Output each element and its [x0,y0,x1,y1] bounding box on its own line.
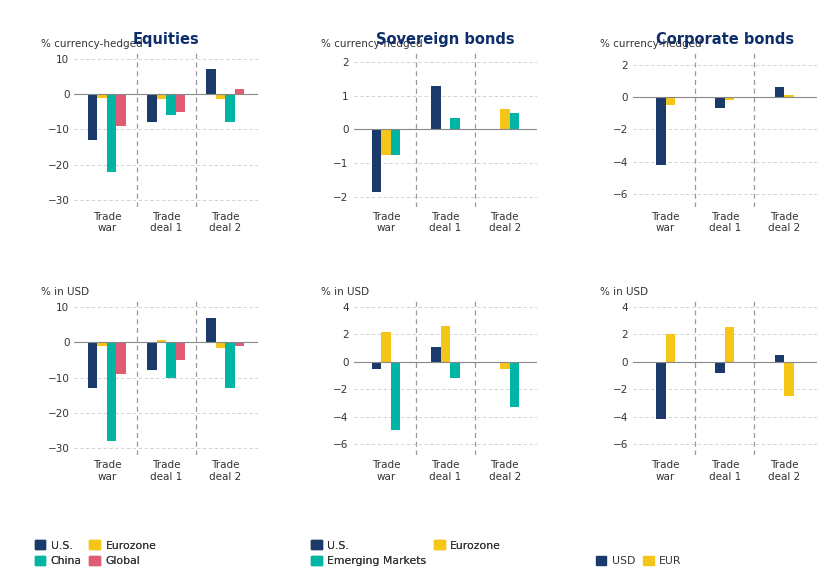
Bar [157,340,166,342]
Bar [381,130,391,155]
Bar [666,97,675,105]
Bar [176,94,185,112]
Bar [206,317,216,342]
Bar [775,355,784,362]
Bar [116,342,126,374]
Bar [391,362,400,430]
Bar [107,94,116,172]
Y-axis label: % currency-hedged: % currency-hedged [600,39,701,49]
Bar [216,94,225,100]
Bar [450,362,460,378]
Bar [500,362,510,369]
Bar [97,342,107,346]
Bar [725,327,734,362]
Bar [97,94,107,98]
Bar [775,88,784,97]
Bar [216,342,225,347]
Y-axis label: % currency-hedged: % currency-hedged [41,39,143,49]
Bar [372,362,381,369]
Legend: USD, EUR: USD, EUR [592,552,686,571]
Bar [88,94,97,140]
Bar [431,86,441,130]
Title: Corporate bonds: Corporate bonds [656,32,794,47]
Bar [715,362,725,373]
Bar [666,334,675,362]
Bar [510,362,519,407]
Bar [166,94,176,115]
Legend: U.S., Emerging Markets, Eurozone: U.S., Emerging Markets, Eurozone [307,536,505,571]
Bar [715,97,725,108]
Legend: U.S., China, Eurozone, Global: U.S., China, Eurozone, Global [31,536,161,571]
Bar [510,112,519,130]
Bar [441,326,450,362]
Y-axis label: % in USD: % in USD [321,287,369,297]
Y-axis label: % in USD: % in USD [41,287,89,297]
Bar [107,342,116,441]
Bar [431,347,441,362]
Bar [147,342,157,370]
Y-axis label: % currency-hedged: % currency-hedged [321,39,422,49]
Bar [225,94,235,122]
Bar [381,332,391,362]
Bar [372,130,381,192]
Bar [450,118,460,130]
Bar [88,342,97,388]
Bar [656,362,666,419]
Bar [157,94,166,100]
Bar [725,97,734,100]
Title: Sovereign bonds: Sovereign bonds [376,32,515,47]
Bar [176,342,185,360]
Bar [116,94,126,126]
Y-axis label: % in USD: % in USD [600,287,648,297]
Bar [391,130,400,155]
Bar [656,97,666,165]
Bar [166,342,176,377]
Bar [500,109,510,130]
Bar [784,96,794,97]
Bar [206,70,216,94]
Bar [147,94,157,122]
Bar [784,362,794,396]
Title: Equities: Equities [133,32,200,47]
Bar [235,89,244,94]
Bar [225,342,235,388]
Bar [235,342,244,346]
